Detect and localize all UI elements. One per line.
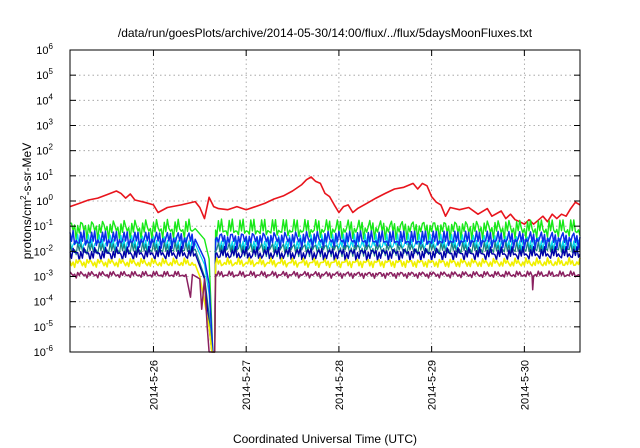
- grid: [70, 50, 580, 352]
- x-tick-label: 2014-5-27: [241, 360, 253, 410]
- y-tick-label-base: 10: [34, 297, 46, 309]
- y-tick-label: 10-2: [34, 243, 54, 258]
- y-tick-label-base: 10: [36, 70, 48, 82]
- y-tick-label: 10-4: [34, 294, 54, 309]
- y-tick-label: 105: [36, 67, 53, 82]
- y-tick-label-base: 10: [34, 246, 46, 258]
- y-tick-label: 10-3: [34, 269, 54, 284]
- series-group: [69, 176, 581, 353]
- y-tick-label-exponent: -1: [46, 218, 54, 227]
- y-tick-label: 106: [36, 42, 53, 57]
- y-tick-label-exponent: 0: [49, 193, 54, 202]
- series-line-2: [69, 233, 581, 353]
- series-line-4: [69, 241, 581, 353]
- y-tick-label-exponent: -5: [46, 319, 54, 328]
- series-line-6: [69, 257, 581, 353]
- y-tick-label: 103: [36, 118, 53, 133]
- y-tick-label-base: 10: [34, 347, 46, 359]
- y-tick-label: 10-1: [34, 218, 54, 233]
- x-tick-label: 2014-5-26: [148, 360, 160, 410]
- y-tick-label: 102: [36, 143, 53, 158]
- y-tick-label-exponent: 5: [49, 67, 54, 76]
- y-tick-label-exponent: 3: [49, 118, 54, 127]
- y-tick-labels: 10-610-510-410-310-210-11001011021031041…: [34, 42, 54, 359]
- y-tick-label-base: 10: [34, 221, 46, 233]
- y-tick-label-base: 10: [36, 171, 48, 183]
- y-tick-label-exponent: -2: [46, 243, 54, 252]
- y-tick-label: 101: [36, 168, 53, 183]
- y-tick-label: 10-6: [34, 344, 54, 359]
- series-line-7: [69, 270, 581, 353]
- y-tick-label-exponent: -6: [46, 344, 54, 353]
- y-tick-label-base: 10: [36, 95, 48, 107]
- chart-title: /data/run/goesPlots/archive/2014-05-30/1…: [118, 26, 533, 40]
- series-line-0: [69, 176, 581, 225]
- y-tick-label-base: 10: [36, 45, 48, 57]
- y-tick-label-exponent: -4: [46, 294, 54, 303]
- y-tick-label-exponent: -3: [46, 269, 54, 278]
- y-axis-label-sup: 2: [19, 195, 28, 200]
- x-tick-labels: 2014-5-26 2014-5-27 2014-5-28 2014-5-29 2014…: [148, 360, 531, 410]
- y-axis-label-suffix: -s-sr-MeV: [20, 143, 34, 196]
- y-tick-label: 100: [36, 193, 53, 208]
- series-line-1: [69, 218, 581, 353]
- x-tick-label: 2014-5-29: [427, 360, 439, 410]
- y-tick-label-base: 10: [34, 322, 46, 334]
- x-tick-label: 2014-5-28: [334, 360, 346, 410]
- y-tick-label-exponent: 6: [49, 42, 54, 51]
- series-line-5: [69, 245, 581, 353]
- x-axis-label: Coordinated Universal Time (UTC): [233, 432, 417, 446]
- y-tick-label-base: 10: [36, 196, 48, 208]
- y-axis-label-prefix: protons/cm: [20, 200, 34, 259]
- x-tick-label: 2014-5-30: [519, 360, 531, 410]
- y-tick-label-base: 10: [36, 146, 48, 158]
- y-tick-label-exponent: 1: [49, 168, 54, 177]
- y-axis-label: protons/cm2-s-sr-MeV: [19, 143, 34, 259]
- axis-ticks: [70, 49, 580, 353]
- y-tick-label-base: 10: [36, 121, 48, 133]
- y-tick-label-exponent: 2: [49, 143, 54, 152]
- series-line-3: [69, 229, 581, 353]
- y-tick-label: 10-5: [34, 319, 54, 334]
- y-tick-label-base: 10: [34, 272, 46, 284]
- y-tick-label: 104: [36, 92, 53, 107]
- y-tick-label-exponent: 4: [49, 92, 54, 101]
